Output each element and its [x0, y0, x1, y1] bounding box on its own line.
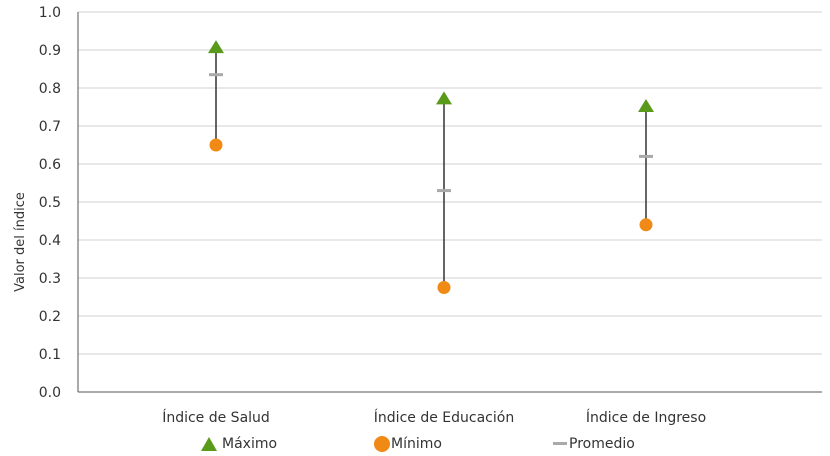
- maximo-point: [436, 91, 452, 105]
- legend-label: Promedio: [569, 436, 635, 452]
- grid-lines: [78, 11, 822, 355]
- y-tick-label: 0.1: [39, 347, 61, 363]
- legend-label: Máximo: [222, 436, 278, 452]
- maximo-point: [638, 99, 654, 112]
- promedio-mark: [639, 154, 653, 158]
- dash-icon: [553, 442, 567, 445]
- y-tick-label: 0.7: [39, 119, 61, 135]
- y-tick-label: 0.2: [39, 309, 61, 325]
- minimo-point: [639, 218, 653, 232]
- y-tick-labels: 0.0 0.1 0.2 0.3 0.4 0.5 0.6 0.7 0.8 0.9 1.0: [39, 5, 61, 401]
- y-tick-label: 0.6: [39, 157, 61, 173]
- y-tick-label: 0.0: [39, 385, 61, 401]
- y-tick-label: 1.0: [39, 5, 61, 21]
- legend-label: Mínimo: [391, 436, 442, 452]
- data-markers: [208, 40, 654, 294]
- legend-item-maximo: Máximo: [200, 436, 277, 452]
- legend: Máximo Mínimo Promedio: [0, 436, 830, 456]
- x-tick-labels: Índice de Salud Índice de Educación Índice…: [162, 409, 706, 426]
- legend-item-minimo: Mínimo: [374, 436, 442, 452]
- range-stems: [215, 48, 647, 288]
- triangle-icon: [201, 437, 217, 451]
- promedio-mark: [209, 73, 223, 77]
- y-tick-label: 0.9: [39, 43, 61, 59]
- circle-icon: [374, 436, 390, 452]
- y-axis-label: Valor del índice: [13, 192, 28, 292]
- x-tick-label: Índice de Ingreso: [586, 409, 706, 426]
- y-tick-label: 0.4: [39, 233, 61, 249]
- maximo-point: [208, 40, 224, 54]
- chart: 0.0 0.1 0.2 0.3 0.4 0.5 0.6 0.7 0.8 0.9 1.0 Valor …: [13, 5, 822, 426]
- y-tick-label: 0.3: [39, 271, 61, 287]
- promedio-mark: [437, 189, 451, 193]
- legend-item-promedio: Promedio: [552, 436, 635, 452]
- y-tick-label: 0.8: [39, 81, 61, 97]
- minimo-point: [437, 281, 451, 294]
- x-tick-label: Índice de Salud: [162, 409, 270, 426]
- y-tick-label: 0.5: [39, 195, 61, 211]
- minimo-point: [209, 138, 223, 152]
- x-tick-label: Índice de Educación: [374, 409, 514, 426]
